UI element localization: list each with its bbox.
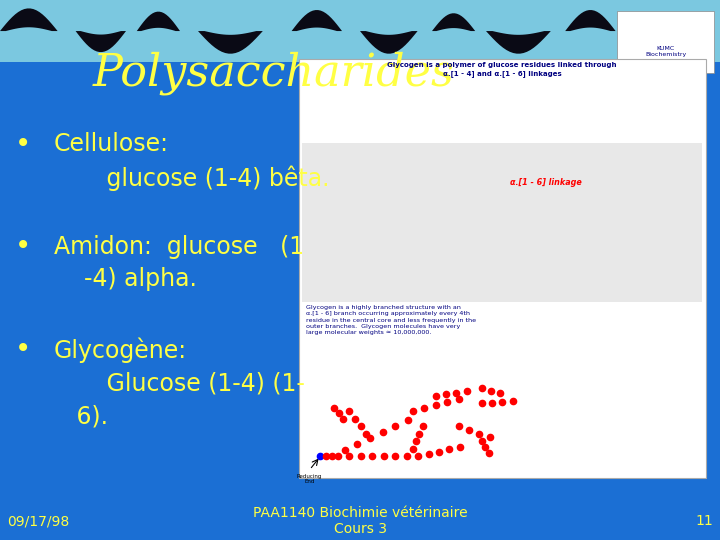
- FancyBboxPatch shape: [299, 59, 706, 478]
- Text: Polysaccharides: Polysaccharides: [93, 51, 454, 95]
- FancyBboxPatch shape: [302, 143, 702, 302]
- Polygon shape: [486, 31, 551, 53]
- FancyBboxPatch shape: [0, 0, 720, 62]
- Polygon shape: [198, 31, 263, 53]
- Text: Reducing
End: Reducing End: [297, 474, 323, 484]
- Text: 09/17/98: 09/17/98: [7, 514, 69, 528]
- Polygon shape: [637, 31, 688, 50]
- Text: •: •: [14, 232, 31, 260]
- Text: •: •: [14, 335, 31, 363]
- Text: PAA1140 Biochimie vétérinaire
Cours 3: PAA1140 Biochimie vétérinaire Cours 3: [253, 506, 467, 536]
- Text: 11: 11: [695, 514, 713, 528]
- Polygon shape: [137, 12, 180, 31]
- Text: Glycogen is a polymer of glucose residues linked through
α.[1 - 4] and α.[1 - 6]: Glycogen is a polymer of glucose residue…: [387, 62, 617, 77]
- Polygon shape: [360, 31, 418, 53]
- Polygon shape: [432, 14, 475, 31]
- Text: α.[1 - 6] linkage: α.[1 - 6] linkage: [510, 178, 582, 187]
- Polygon shape: [0, 9, 58, 31]
- FancyBboxPatch shape: [617, 11, 714, 73]
- Text: Cellulose:
       glucose (1-4) bêta.: Cellulose: glucose (1-4) bêta.: [54, 132, 330, 191]
- Text: KUMC
Biochemistry: KUMC Biochemistry: [645, 46, 686, 57]
- Polygon shape: [292, 10, 342, 31]
- Text: Glycogen is a highly branched structure with an
α.[1 - 6] branch occurring appro: Glycogen is a highly branched structure …: [306, 305, 476, 335]
- Text: •: •: [14, 130, 31, 158]
- Text: Amidon:  glucose   (1
    -4) alpha.: Amidon: glucose (1 -4) alpha.: [54, 235, 304, 292]
- Polygon shape: [76, 31, 126, 52]
- Text: Glycogène:
       Glucose (1-4) (1-
   6).: Glycogène: Glucose (1-4) (1- 6).: [54, 338, 305, 428]
- Polygon shape: [565, 10, 616, 31]
